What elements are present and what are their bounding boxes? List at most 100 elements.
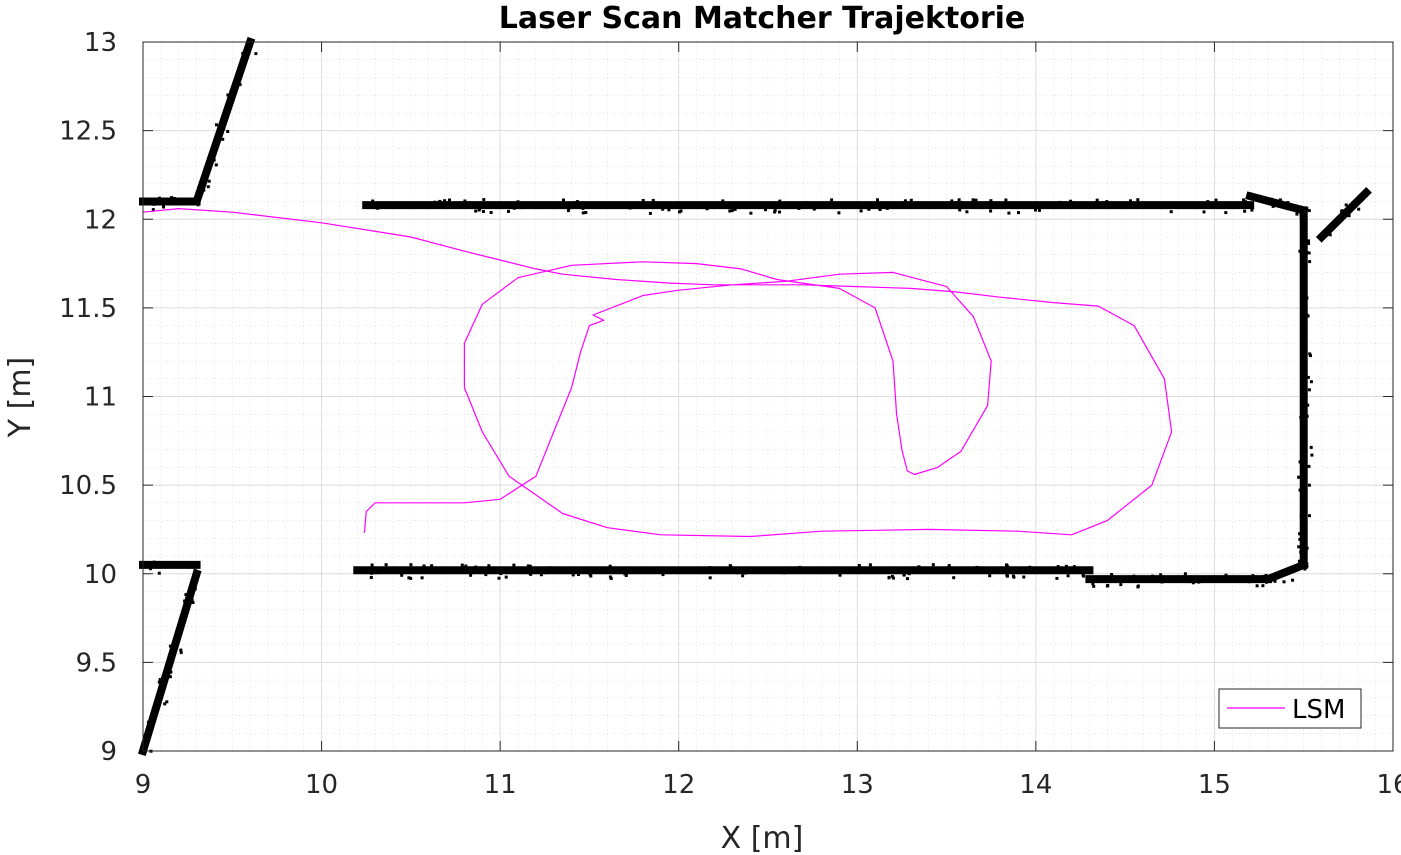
scan-point [1299,213,1303,217]
scan-point [957,198,961,202]
scan-point [955,201,959,205]
scan-point [858,203,862,207]
scan-point [1132,574,1136,578]
scan-point [1072,565,1076,569]
scan-point [773,209,777,212]
scan-point [451,202,455,206]
scan-point [1298,475,1302,479]
scan-point [226,130,230,133]
y-tick-label: 9 [100,737,117,767]
scan-point [431,205,435,209]
scan-point [900,567,904,571]
scan-point [974,198,978,202]
scan-point [588,572,592,576]
scan-point [377,202,381,206]
scan-point [562,198,565,202]
scan-point [477,208,481,212]
scan-point [407,576,411,580]
scan-point [229,89,233,93]
scan-point [862,567,866,571]
scan-point [1001,201,1005,205]
scan-point [1067,201,1071,205]
scan-point [179,651,183,655]
y-tick-labels: 9 9.5 10 10.5 11 11.5 12 12.5 13 [59,28,117,767]
scan-point [484,573,488,577]
scan-point [1156,203,1160,207]
scan-point [815,566,819,570]
scan-point [1149,201,1153,205]
scan-point [157,680,161,684]
scan-point [526,564,530,568]
scan-point [1250,208,1254,212]
scan-point [179,620,183,624]
scan-point [1307,483,1311,487]
scan-point [907,572,911,576]
scan-point [238,83,242,87]
x-tick-label: 13 [841,770,874,800]
scan-point [1068,203,1072,207]
y-tick-label: 12 [84,205,117,235]
scan-point [952,576,956,580]
scan-point [1217,202,1221,206]
scan-point [206,185,210,189]
scan-point [422,564,426,568]
scan-point [1302,339,1306,342]
scan-point [728,209,732,213]
scan-point [797,206,801,210]
scan-point [1224,211,1228,215]
scan-point [1251,574,1255,578]
scan-point [729,569,733,573]
scan-point [370,571,374,575]
scan-point [409,563,413,567]
scan-point [190,598,194,602]
scan-point [1300,430,1304,434]
scan-point [221,137,225,141]
scan-point [721,199,725,203]
scan-point [169,670,173,674]
scan-point [1300,352,1304,356]
scan-point [708,576,712,580]
series-line-lsm [142,208,1173,538]
scan-point [469,573,473,577]
scan-point [635,205,639,209]
x-tick-label: 9 [135,770,152,800]
scan-point [1199,202,1202,206]
scan-point [1206,200,1210,204]
scan-point [1309,380,1313,384]
scan-point [168,644,172,648]
scan-point [885,206,889,210]
scan-point [713,567,716,571]
scan-point [1300,491,1304,495]
scan-point [1081,573,1085,577]
scan-point [577,202,581,206]
y-tick-label: 9.5 [76,648,117,678]
scan-point [207,179,211,183]
scan-point [1119,583,1123,587]
scan-point [1300,377,1304,380]
scan-point [567,206,571,210]
scan-point [173,638,176,642]
scan-point [1127,575,1131,579]
scan-point [1007,211,1011,215]
scan-point [1282,580,1286,584]
scan-point [254,52,258,56]
scan-point [1299,416,1303,419]
scan-point [436,204,440,208]
scan-point [1303,270,1307,274]
scan-point [152,560,156,564]
scan-point [1159,573,1163,577]
scan-point [566,209,570,213]
scan-point [608,202,612,206]
scan-point [1305,251,1309,254]
scan-point [158,678,162,681]
scan-point [947,566,951,569]
scan-point [1307,388,1311,392]
y-tick-label: 12.5 [59,117,117,147]
scan-point [183,599,187,603]
scan-point [193,587,197,591]
scan-point [1081,567,1084,571]
scan-point [1086,567,1090,571]
scan-point [1300,552,1304,556]
scan-point [499,572,503,576]
scan-point [902,573,906,577]
